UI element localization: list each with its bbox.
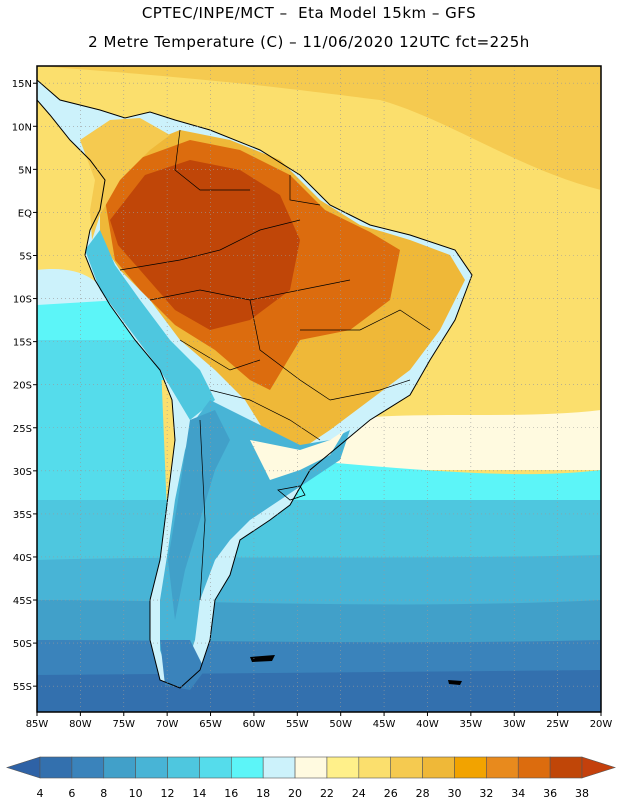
patagonian-andes-field xyxy=(168,410,230,620)
country-borders xyxy=(119,129,431,601)
lon-tick-label: 45W xyxy=(373,719,396,730)
colorbar-label: 14 xyxy=(192,787,206,800)
colorbar-label: 26 xyxy=(384,787,398,800)
colorbar-label: 8 xyxy=(100,787,107,800)
lat-tick-label: EQ xyxy=(18,208,32,219)
colorbar-swatch xyxy=(454,756,487,779)
lon-tick-label: 35W xyxy=(460,719,483,730)
northern-andes-field xyxy=(80,118,170,240)
colorbar-above-arrow xyxy=(581,756,616,779)
lat-tick-label: 10S xyxy=(13,295,32,306)
ocean-north-warm-field xyxy=(37,66,601,190)
colorbar-label: 16 xyxy=(224,787,238,800)
colorbar-label: 10 xyxy=(129,787,143,800)
colorbar-label: 6 xyxy=(68,787,75,800)
lon-tick-label: 50W xyxy=(329,719,352,730)
lon-tick-label: 85W xyxy=(26,719,49,730)
colorbar-swatch xyxy=(135,756,168,779)
colorbar-swatch xyxy=(422,756,455,779)
south-georgia-island xyxy=(448,680,462,685)
lat-tick-label: 40S xyxy=(13,553,32,564)
lon-tick-label: 40W xyxy=(416,719,439,730)
atlantic-mild-field xyxy=(330,410,601,470)
colorbar-swatch xyxy=(262,756,296,779)
lon-tick-label: 20W xyxy=(590,719,613,730)
lat-tick-label: 25S xyxy=(13,424,32,435)
lon-tick-label: 75W xyxy=(112,719,135,730)
colorbar-swatch xyxy=(549,756,583,779)
tierra-del-fuego-field xyxy=(160,640,205,690)
colorbar-swatch xyxy=(103,756,136,779)
colorbar-label: 18 xyxy=(256,787,270,800)
colorbar-label: 4 xyxy=(37,787,44,800)
lon-tick-label: 60W xyxy=(243,719,266,730)
chart-title: CPTEC/INPE/MCT – Eta Model 15km – GFS xyxy=(141,4,477,22)
colorbar-swatch xyxy=(71,756,105,779)
colorbar-label: 12 xyxy=(161,787,175,800)
lat-tick-label: 35S xyxy=(13,510,32,521)
colorbar-swatch xyxy=(517,756,551,779)
lat-tick-label: 5N xyxy=(18,165,32,176)
map-frame xyxy=(36,65,602,713)
colorbar-swatch xyxy=(326,756,360,779)
central-andes-field xyxy=(85,230,215,420)
lat-tick-label: 20S xyxy=(13,381,32,392)
falkland-islands xyxy=(250,655,275,662)
map-field xyxy=(37,66,601,712)
coastline xyxy=(37,79,473,689)
antarctic-edge-field xyxy=(37,670,601,712)
lat-tick-label: 55S xyxy=(13,682,32,693)
lon-tick-label: 70W xyxy=(156,719,179,730)
lat-tick-label: 50S xyxy=(13,639,32,650)
colorbar-label: 36 xyxy=(543,787,557,800)
amazon-hottest-field xyxy=(110,160,300,330)
lagoon-outline xyxy=(277,485,306,501)
colorbar: 4 6 8 10 12 14 16 18 20 22 24 26 28 30 32 34 36 38 xyxy=(6,756,616,800)
lat-tick-label: 30S xyxy=(13,467,32,478)
lon-tick-label: 25W xyxy=(546,719,569,730)
colorbar-swatch xyxy=(230,756,264,779)
colorbar-label: 32 xyxy=(479,787,493,800)
colorbar-swatch xyxy=(358,756,392,779)
lat-tick-label: 15S xyxy=(13,338,32,349)
axis-ticks: 85W 80W 75W 70W 65W 60W 55W 50W 45W 40W 35W 30W 25W 2… xyxy=(12,79,613,730)
colorbar-swatch xyxy=(294,756,328,779)
lon-tick-label: 65W xyxy=(199,719,222,730)
colorbar-label: 30 xyxy=(447,787,461,800)
colorbar-swatch xyxy=(486,756,519,779)
colorbar-label: 20 xyxy=(288,787,302,800)
colorbar-label: 38 xyxy=(575,787,589,800)
lat-tick-label: 45S xyxy=(13,596,32,607)
colorbar-swatch xyxy=(390,756,423,779)
lat-tick-label: 10N xyxy=(12,122,32,133)
colorbar-swatch xyxy=(199,756,232,779)
colorbar-label: 34 xyxy=(511,787,525,800)
lon-tick-label: 30W xyxy=(503,719,526,730)
colorbar-label: 22 xyxy=(320,787,334,800)
lon-tick-label: 80W xyxy=(69,719,92,730)
lon-tick-label: 55W xyxy=(286,719,309,730)
colorbar-swatch xyxy=(39,756,73,779)
colorbar-swatch xyxy=(167,756,200,779)
lat-tick-label: 15N xyxy=(12,79,32,90)
colorbar-label: 28 xyxy=(416,787,430,800)
chart-subtitle: 2 Metre Temperature (C) – 11/06/2020 12U… xyxy=(88,33,530,51)
colorbar-below-arrow xyxy=(6,756,41,779)
colorbar-label: 24 xyxy=(352,787,366,800)
lat-tick-label: 5S xyxy=(19,251,32,262)
